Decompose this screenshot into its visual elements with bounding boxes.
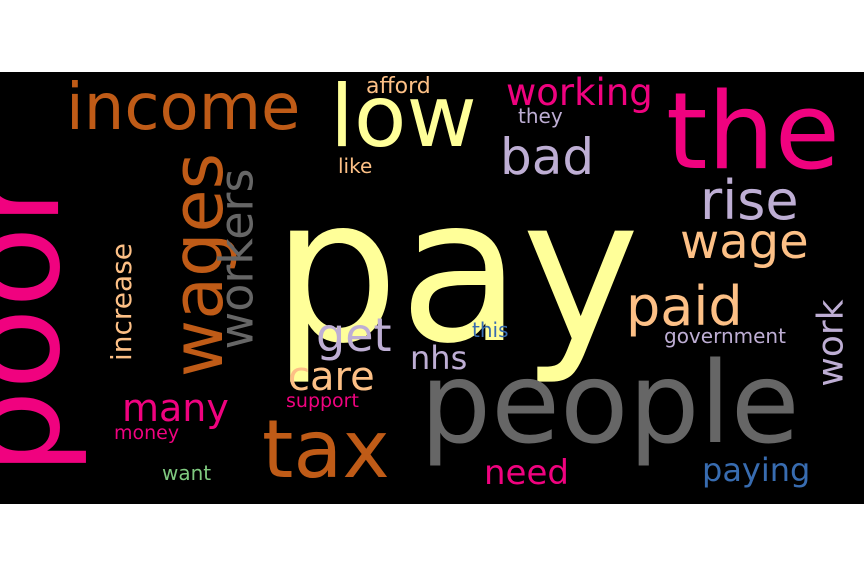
word-working: working — [506, 72, 653, 114]
word-nhs: nhs — [410, 339, 468, 377]
word-wage: wage — [680, 214, 809, 270]
word-want: want — [162, 461, 212, 485]
word-income: income — [66, 72, 301, 145]
word-rise: rise — [700, 169, 799, 232]
word-need: need — [484, 453, 569, 493]
word-paid: paid — [626, 275, 743, 338]
word-afford: afford — [366, 74, 431, 99]
word-increase: increase — [105, 242, 139, 362]
word-care: care — [288, 354, 375, 400]
word-get: get — [316, 308, 392, 362]
word-bad: bad — [500, 128, 595, 186]
word-cloud: pay poor people the low income wages tax… — [0, 72, 864, 504]
word-low: low — [330, 72, 477, 167]
word-money: money — [114, 422, 180, 444]
word-people: people — [420, 339, 800, 469]
word-poor: poor — [0, 170, 91, 476]
word-workers: workers — [209, 168, 264, 350]
word-like: like — [338, 154, 373, 178]
word-the: the — [666, 72, 840, 193]
word-many: many — [122, 386, 229, 430]
word-tax: tax — [262, 403, 390, 496]
word-work: work — [810, 299, 852, 387]
word-pay: pay — [272, 155, 640, 388]
word-paying: paying — [702, 451, 811, 489]
word-support: support — [286, 390, 359, 412]
word-they: they — [518, 104, 563, 128]
word-this: this — [472, 318, 509, 342]
word-government: government — [664, 324, 786, 348]
